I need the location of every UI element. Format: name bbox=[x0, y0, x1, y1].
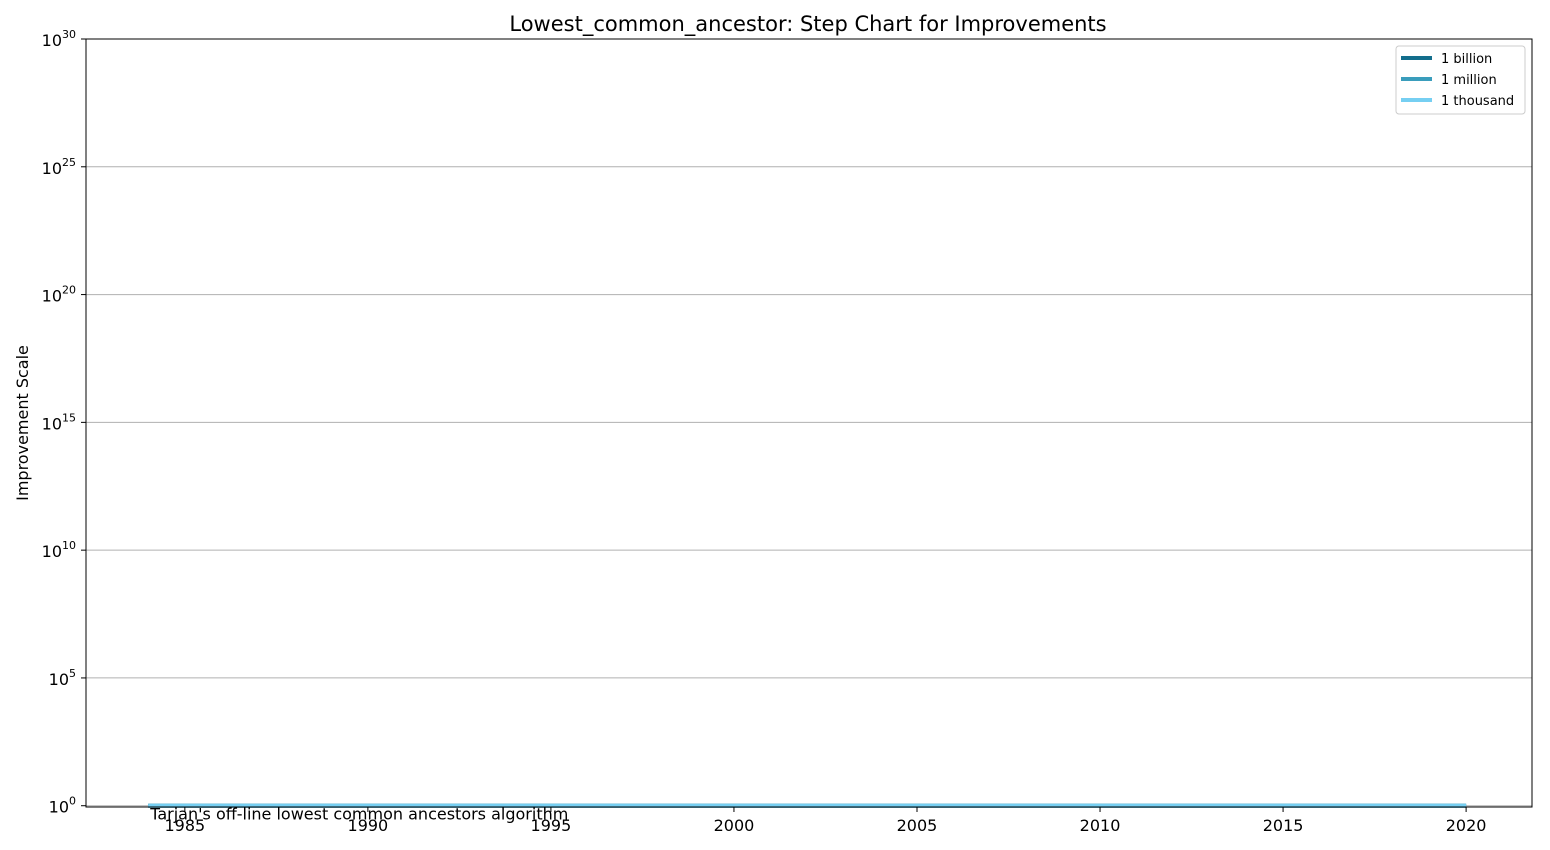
x-tick-label: 1985 bbox=[164, 816, 205, 835]
x-tick-label: 2020 bbox=[1446, 816, 1487, 835]
y-tick-exponent: 5 bbox=[69, 667, 76, 680]
y-tick-base: 10 bbox=[49, 670, 69, 689]
y-tick-exponent: 0 bbox=[69, 795, 76, 808]
annotations: Tarjan's off-line lowest common ancestor… bbox=[149, 805, 568, 824]
y-axis-label: Improvement Scale bbox=[13, 345, 32, 501]
y-tick-exponent: 25 bbox=[62, 156, 76, 169]
y-tick-base: 10 bbox=[49, 798, 69, 817]
y-tick-label: 1010 bbox=[42, 539, 76, 561]
y-tick-base: 10 bbox=[42, 159, 62, 178]
plot-area-frame bbox=[85, 38, 1533, 808]
annotation-label: Tarjan's off-line lowest common ancestor… bbox=[149, 805, 568, 824]
y-tick-base: 10 bbox=[42, 31, 62, 50]
y-tick-label: 1015 bbox=[42, 411, 76, 433]
x-tick-label: 2010 bbox=[1080, 816, 1121, 835]
y-tick-exponent: 30 bbox=[62, 28, 76, 41]
legend-box bbox=[1395, 45, 1526, 115]
y-tick-label: 105 bbox=[49, 667, 76, 689]
y-tick-base: 10 bbox=[42, 414, 62, 433]
legend: 1 billion 1 million 1 thousand bbox=[1395, 45, 1526, 115]
chart-title: Lowest_common_ancestor: Step Chart for I… bbox=[509, 12, 1106, 37]
y-tick-label: 1025 bbox=[42, 156, 76, 178]
legend-entry: 1 thousand bbox=[1441, 94, 1514, 109]
legend-entry: 1 million bbox=[1441, 73, 1497, 88]
legend-entry: 1 billion bbox=[1441, 52, 1492, 67]
y-tick-label: 1030 bbox=[42, 28, 76, 50]
x-tick-label: 1995 bbox=[531, 816, 572, 835]
y-tick-label: 100 bbox=[49, 795, 76, 817]
x-tick-label: 1990 bbox=[348, 816, 389, 835]
y-tick-base: 10 bbox=[42, 542, 62, 561]
x-tick-label: 2015 bbox=[1263, 816, 1304, 835]
x-axis-ticks: 1985 1990 1995 2000 2005 2010 2015 2020 bbox=[164, 807, 1486, 835]
y-tick-exponent: 20 bbox=[62, 284, 76, 297]
y-tick-label: 1020 bbox=[42, 284, 76, 306]
y-tick-exponent: 15 bbox=[62, 411, 76, 424]
y-tick-exponent: 10 bbox=[62, 539, 76, 552]
grid-lines bbox=[86, 38, 1532, 807]
x-tick-label: 2005 bbox=[897, 816, 938, 835]
y-tick-base: 10 bbox=[42, 287, 62, 306]
x-tick-label: 2000 bbox=[714, 816, 755, 835]
